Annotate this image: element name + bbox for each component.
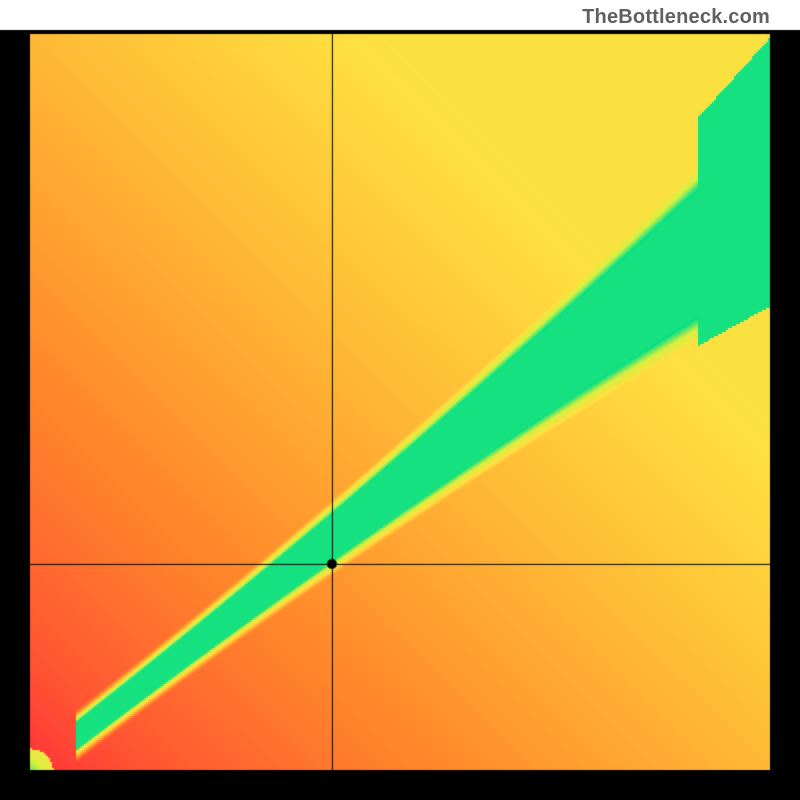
watermark-text: TheBottleneck.com xyxy=(582,6,770,29)
chart-container: TheBottleneck.com xyxy=(0,0,800,800)
heatmap-canvas xyxy=(0,0,800,800)
